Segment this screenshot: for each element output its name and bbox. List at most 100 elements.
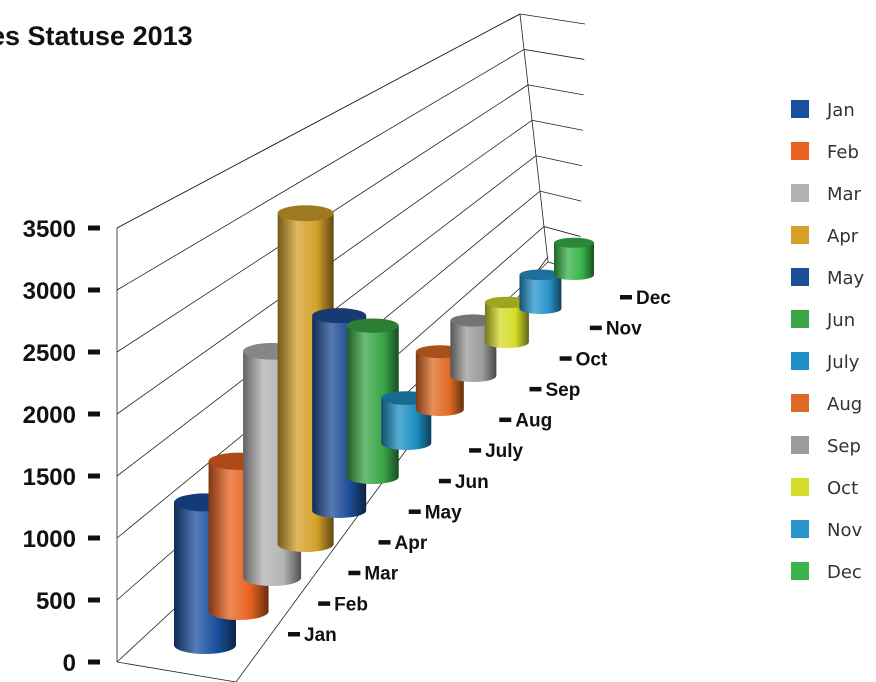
bar-body: [554, 242, 594, 280]
legend-label: Mar: [827, 184, 862, 205]
legend-swatch: [791, 100, 809, 118]
legend-item: Jun: [791, 310, 855, 331]
x-tick-mark: [438, 478, 451, 484]
bar-body: [519, 274, 562, 314]
legend-item: Oct: [791, 478, 858, 499]
y-tick-mark: [88, 349, 100, 355]
x-tick-label: Jun: [455, 472, 489, 493]
legend-label: Oct: [827, 478, 858, 499]
y-tick-label: 1500: [23, 464, 76, 491]
legend-swatch: [791, 142, 809, 160]
bar-nov: [519, 269, 562, 314]
legend-label: Aug: [827, 394, 862, 415]
y-tick-label: 2500: [23, 340, 76, 367]
gridline-side: [523, 49, 585, 60]
bar-sep: [450, 314, 497, 382]
chart-title: es Statuse 2013: [0, 21, 193, 51]
bar-top: [450, 314, 497, 327]
y-tick-mark: [88, 287, 100, 293]
y-tick-label: 0: [63, 650, 76, 677]
legend-label: Apr: [827, 226, 859, 247]
gridline-side: [519, 13, 586, 25]
y-tick-mark: [88, 535, 100, 541]
bar-top: [519, 269, 562, 281]
x-tick-label: Apr: [395, 533, 428, 554]
legend-label: July: [826, 352, 860, 373]
x-tick-label: Mar: [364, 564, 398, 585]
legend-label: Dec: [827, 562, 862, 583]
legend-swatch: [791, 226, 809, 244]
legend-swatch: [791, 562, 809, 580]
gridline-side: [535, 155, 583, 167]
legend-item: Aug: [791, 394, 862, 415]
x-tick-mark: [318, 601, 331, 606]
x-tick-mark: [620, 295, 632, 300]
y-tick-label: 3500: [23, 216, 76, 243]
legend-item: Dec: [791, 562, 862, 583]
bar-dec: [554, 237, 594, 280]
x-tick-mark: [499, 417, 512, 423]
x-tick-label: Aug: [515, 411, 552, 432]
y-tick-mark: [88, 473, 100, 479]
bar-top: [554, 237, 594, 248]
gridline-side: [539, 190, 582, 202]
y-tick-mark: [88, 597, 100, 603]
gridline-back: [116, 13, 521, 229]
legend-swatch: [791, 184, 809, 202]
gridline-back: [116, 49, 525, 291]
x-tick-label: Oct: [576, 349, 608, 370]
legend-item: Sep: [791, 436, 861, 457]
y-tick-mark: [88, 225, 100, 231]
legend-item: Feb: [791, 142, 859, 163]
legend-label: Jan: [826, 100, 855, 121]
x-tick-label: July: [485, 441, 523, 462]
floor-front-edge: [116, 661, 237, 682]
bar-oct: [484, 296, 529, 348]
x-tick-label: Sep: [545, 380, 580, 401]
legend-label: Sep: [827, 436, 861, 457]
x-tick-mark: [378, 540, 391, 545]
legend-label: Nov: [827, 520, 862, 541]
x-tick-mark: [288, 632, 300, 637]
legend-item: Mar: [791, 184, 862, 205]
x-tick-mark: [469, 448, 482, 453]
y-tick-mark: [88, 411, 100, 417]
gridline-side: [531, 119, 583, 131]
legend-item: Nov: [791, 520, 862, 541]
x-tick-label: Feb: [334, 594, 368, 615]
y-tick-mark: [88, 659, 100, 665]
legend-label: Feb: [827, 142, 859, 163]
y-tick-label: 3000: [23, 278, 76, 305]
legend-swatch: [791, 520, 809, 538]
x-tick-label: Nov: [606, 319, 642, 340]
legend-swatch: [791, 310, 809, 328]
legend-swatch: [791, 436, 809, 454]
bar-top: [277, 205, 334, 222]
legend-label: May: [827, 268, 865, 289]
y-axis: 0 500 1000 1500 2000 2500 3000 3500: [23, 216, 100, 677]
legend-label: Jun: [826, 310, 855, 331]
legend-swatch: [791, 352, 809, 370]
bar-top: [346, 318, 399, 333]
gridline-side: [543, 226, 581, 237]
wall-corner-edge: [519, 13, 549, 263]
x-tick-mark: [529, 386, 542, 392]
x-tick-label: Dec: [636, 288, 671, 309]
legend-item: Apr: [791, 226, 859, 247]
legend-item: July: [791, 352, 860, 373]
bars: [174, 205, 594, 654]
x-tick-mark: [559, 356, 572, 361]
bar-top: [312, 308, 367, 324]
legend-swatch: [791, 394, 809, 412]
legend-item: Jan: [791, 100, 855, 121]
y-tick-label: 1000: [23, 526, 76, 553]
x-tick-mark: [589, 325, 602, 331]
bar-top: [484, 296, 529, 309]
legend-swatch: [791, 478, 809, 496]
legend: Jan Feb Mar Apr May Jun July Aug Sep Oct Nov Dec: [791, 100, 865, 583]
x-tick-mark: [348, 570, 361, 576]
x-tick-label: Jan: [304, 625, 337, 646]
y-tick-label: 500: [36, 588, 76, 615]
gridline-side: [527, 84, 584, 96]
